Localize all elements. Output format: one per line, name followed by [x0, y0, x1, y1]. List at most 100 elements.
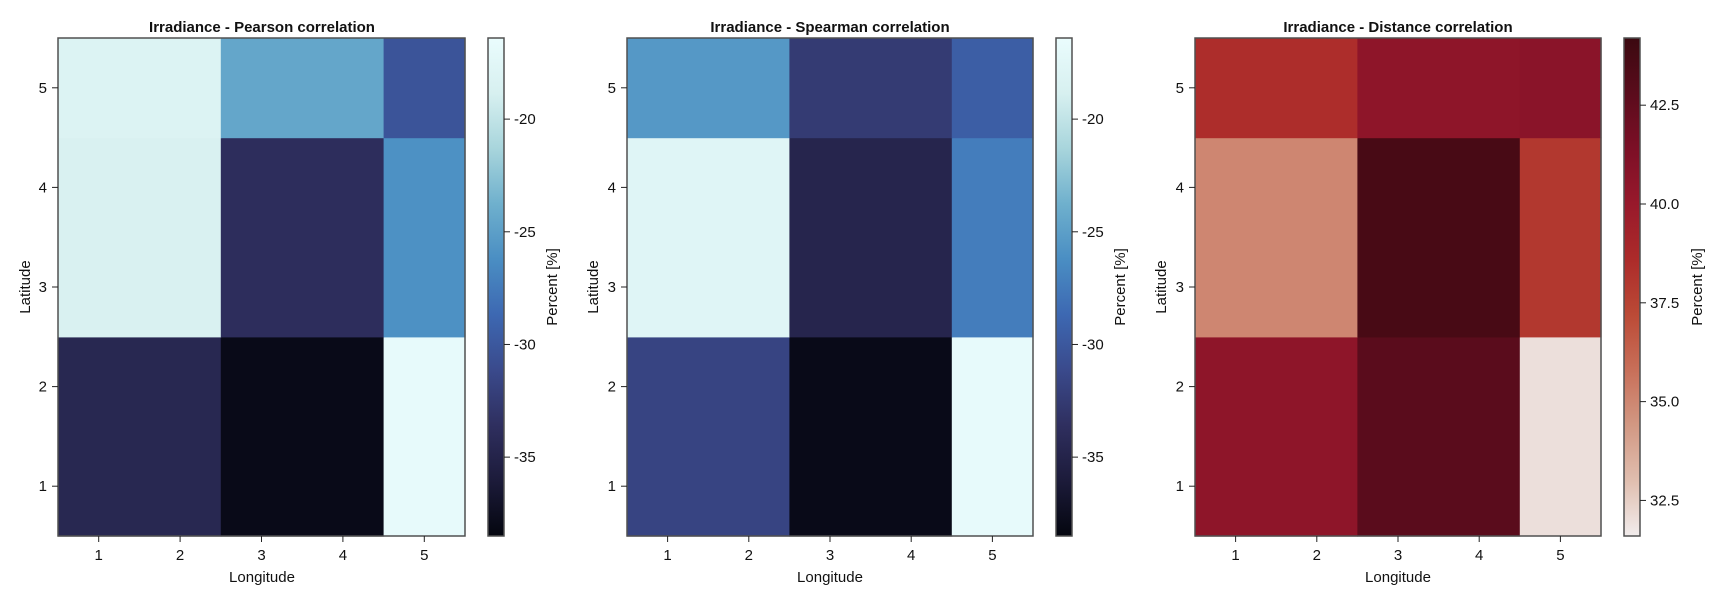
- colorbar-tick-label: -20: [1082, 111, 1104, 128]
- y-tick-label: 1: [608, 478, 616, 495]
- x-tick-label: 2: [176, 547, 184, 564]
- heatmap-cell: [220, 38, 385, 139]
- x-tick-label: 3: [257, 547, 265, 564]
- colorbar-tick-label: -30: [514, 336, 536, 353]
- x-tick-label: 2: [745, 547, 753, 564]
- heatmap-cell: [383, 336, 466, 537]
- colorbar: [1623, 37, 1641, 537]
- x-tick-label: 5: [420, 547, 428, 564]
- colorbar-tick-label: -35: [514, 449, 536, 466]
- colorbar-tick-label: -30: [1082, 336, 1104, 353]
- heatmap-cell: [1195, 38, 1358, 139]
- heatmap-cell: [789, 38, 953, 139]
- y-axis-label: Latitude: [585, 260, 602, 313]
- heatmap-cell: [1357, 336, 1521, 537]
- x-tick-label: 3: [1394, 547, 1402, 564]
- y-axis-ticks: 1 2 3 4 5: [1176, 80, 1195, 495]
- heatmap-cell: [58, 137, 222, 338]
- heatmap-cell: [951, 336, 1034, 537]
- x-tick-label: 5: [1556, 547, 1564, 564]
- colorbar-ticks: -20 -25 -30 -35: [504, 111, 536, 466]
- x-tick-label: 4: [907, 547, 915, 564]
- y-tick-label: 3: [608, 279, 616, 296]
- colorbar-tick-label: 37.5: [1650, 295, 1679, 312]
- colorbar: [1055, 37, 1073, 537]
- colorbar-tick-label: -35: [1082, 449, 1104, 466]
- y-axis-label: Latitude: [17, 260, 34, 313]
- colorbar-tick-label: -25: [514, 224, 536, 241]
- y-tick-label: 4: [39, 179, 47, 196]
- chart-title: Irradiance - Distance correlation: [1283, 19, 1512, 36]
- x-tick-label: 4: [1475, 547, 1483, 564]
- heatmap-cell: [627, 336, 790, 537]
- x-tick-label: 1: [1231, 547, 1239, 564]
- x-axis-ticks: 1 2 3 4 5: [95, 536, 428, 564]
- heatmap-cell: [58, 336, 222, 537]
- x-axis-label: Longitude: [797, 569, 863, 586]
- y-tick-label: 4: [1176, 179, 1184, 196]
- x-tick-label: 2: [1313, 547, 1321, 564]
- y-tick-label: 5: [39, 80, 47, 97]
- heatmap-cell: [789, 137, 953, 338]
- colorbar-label: Percent [%]: [544, 248, 561, 326]
- pearson-heatmap-panel: Irradiance - Pearson correlation 1 2 3 4 5 1…: [17, 19, 561, 586]
- y-tick-label: 5: [608, 80, 616, 97]
- heatmap-cell: [627, 38, 790, 139]
- heatmap-cell: [1195, 137, 1358, 338]
- x-axis-ticks: 1 2 3 4 5: [663, 536, 997, 564]
- colorbar-tick-label: 40.0: [1650, 196, 1679, 213]
- y-tick-label: 2: [39, 379, 47, 396]
- heatmap-cell: [1519, 38, 1602, 139]
- heatmap-cell: [1519, 336, 1602, 537]
- heatmap-cell: [58, 38, 222, 139]
- heatmap-cell: [220, 336, 385, 537]
- heatmap-cell: [1357, 137, 1521, 338]
- y-axis-ticks: 1 2 3 4 5: [39, 80, 58, 495]
- y-tick-label: 1: [1176, 478, 1184, 495]
- x-tick-label: 5: [988, 547, 996, 564]
- y-tick-label: 4: [608, 179, 616, 196]
- heatmap-cell: [383, 137, 466, 338]
- heatmap-cell: [1357, 38, 1521, 139]
- colorbar-label: Percent [%]: [1112, 248, 1129, 326]
- y-tick-label: 2: [608, 379, 616, 396]
- heatmap-cell: [220, 137, 385, 338]
- colorbar-tick-label: -20: [514, 111, 536, 128]
- heatmap-cell: [951, 38, 1034, 139]
- colorbar-tick-label: 35.0: [1650, 394, 1679, 411]
- x-axis-label: Longitude: [229, 569, 295, 586]
- heatmap-cell: [627, 137, 790, 338]
- heatmap-cell: [383, 38, 466, 139]
- x-tick-label: 1: [663, 547, 671, 564]
- y-axis-ticks: 1 2 3 4 5: [608, 80, 627, 495]
- colorbar-ticks: -20 -25 -30 -35: [1072, 111, 1104, 466]
- colorbar-ticks: 42.5 40.0 37.5 35.0 32.5: [1640, 97, 1679, 509]
- x-axis-ticks: 1 2 3 4 5: [1231, 536, 1565, 564]
- heatmap-cells: [1195, 38, 1602, 537]
- y-tick-label: 3: [1176, 279, 1184, 296]
- colorbar-tick-label: 42.5: [1650, 97, 1679, 114]
- colorbar: [487, 37, 505, 537]
- heatmap-cells: [627, 38, 1034, 537]
- heatmap-cell: [951, 137, 1034, 338]
- heatmap-cell: [1519, 137, 1602, 338]
- chart-title: Irradiance - Spearman correlation: [710, 19, 949, 36]
- x-axis-label: Longitude: [1365, 569, 1431, 586]
- y-axis-label: Latitude: [1153, 260, 1170, 313]
- heatmap-cell: [1195, 336, 1358, 537]
- heatmap-cell: [789, 336, 953, 537]
- heatmap-cells: [58, 38, 466, 537]
- x-tick-label: 1: [95, 547, 103, 564]
- y-tick-label: 3: [39, 279, 47, 296]
- colorbar-label: Percent [%]: [1689, 248, 1706, 326]
- chart-title: Irradiance - Pearson correlation: [149, 19, 375, 36]
- x-tick-label: 4: [339, 547, 347, 564]
- y-tick-label: 5: [1176, 80, 1184, 97]
- colorbar-tick-label: -25: [1082, 224, 1104, 241]
- colorbar-tick-label: 32.5: [1650, 492, 1679, 509]
- y-tick-label: 2: [1176, 379, 1184, 396]
- y-tick-label: 1: [39, 478, 47, 495]
